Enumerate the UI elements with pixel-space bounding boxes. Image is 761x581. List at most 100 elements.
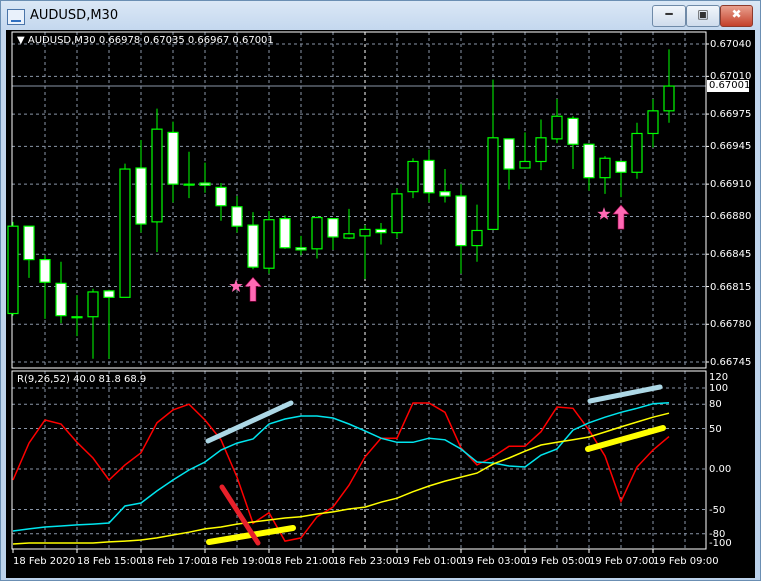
candle-body [535,137,547,163]
candle-body [327,218,339,238]
price-axis-label: 0.67040 [710,39,752,50]
close-button[interactable]: ✖ [720,5,753,27]
time-axis-label: 19 Feb 01:00 [397,556,463,567]
candle [423,149,435,203]
buy-arrow-icon [244,276,262,302]
candle [343,208,355,240]
price-axis-label: 0.66815 [710,281,752,293]
candle-body [231,206,243,227]
candle-body [71,316,83,319]
indicator-axis-label: 50 [709,423,722,435]
candle [247,212,259,270]
time-axis-label: 18 Feb 15:00 [77,556,143,567]
price-axis-label: 0.66845 [710,249,752,261]
time-axis-label: 19 Feb 07:00 [589,556,655,567]
candle-body [279,218,291,249]
current-price-tag: 0.67001 [707,80,751,93]
candle [503,138,515,190]
candle [327,218,339,250]
candle [71,295,83,337]
candle [183,151,195,199]
candle-body [183,183,195,186]
candle [7,221,19,316]
time-axis-label: 19 Feb 09:00 [653,556,719,567]
indicator-axis-label: -80 [709,528,726,540]
star-icon [597,207,611,220]
indicator-line-slow [12,412,670,545]
chart-area[interactable] [6,30,755,578]
candle-body [487,137,499,231]
price-axis-label: 0.66975 [710,109,752,121]
time-axis-label: 18 Feb 2020 [13,556,76,567]
candle-body [583,143,595,179]
candle-body [519,160,531,169]
indicator-label: R(9,26,52) 40.0 81.8 68.9 [17,374,147,385]
candle [295,235,307,256]
candle [583,143,595,191]
candle-body [87,291,99,318]
minimize-button[interactable]: ━ [652,5,686,27]
candle-body [647,110,659,135]
trendline-object [587,384,663,404]
buy-arrow-icon [612,204,630,230]
candle [311,216,323,259]
time-axis-label: 18 Feb 23:00 [333,556,399,567]
candle [663,49,675,123]
candle [631,122,643,179]
candle [23,225,35,278]
time-axis-label: 18 Feb 19:00 [205,556,271,567]
candle [263,211,275,274]
candle-body [135,167,147,225]
main-chart-frame [11,31,707,369]
time-axis-label: 19 Feb 03:00 [461,556,527,567]
time-axis-label: 18 Feb 21:00 [269,556,335,567]
candle [407,158,419,199]
candle-body [295,247,307,251]
indicator-axis-label: 80 [709,399,722,411]
candle-body [55,282,67,317]
indicator-axis-label: -50 [709,504,726,516]
candle-body [247,224,259,268]
maximize-button[interactable]: ▣ [686,5,720,27]
time-axis-label: 18 Feb 17:00 [141,556,207,567]
candle-body [119,168,131,298]
candle [167,121,179,203]
candle-body [439,191,451,197]
indicator-line-fast [12,402,670,542]
candle-body [567,117,579,145]
symbol-ohlc-readout: AUDUSD,M30 0.66978 0.67035 0.66967 0.670… [27,35,274,46]
candle [215,183,227,221]
candle [535,119,547,171]
price-axis-label: 0.67010 [710,71,752,83]
candle-body [23,225,35,261]
candle [151,108,163,253]
chart-window-icon [7,9,25,25]
time-axis-label: 19 Feb 05:00 [525,556,591,567]
candle-body [551,115,563,140]
candle [103,289,115,359]
candle-body [471,229,483,247]
close-icon: ✖ [731,7,742,21]
candle [615,160,627,198]
candle [279,215,291,249]
candle-body [407,160,419,193]
candle [119,163,131,298]
candle [359,225,371,280]
chart-menu-triangle-icon[interactable]: ▼ [17,35,25,46]
candle-body [663,85,675,112]
price-axis-label: 0.66745 [710,357,752,368]
minimize-icon: ━ [665,7,673,21]
candle-body [599,157,611,179]
candle [199,162,211,193]
candle [599,156,611,194]
candle-body [375,228,387,234]
candle [519,132,531,169]
candle [231,195,243,233]
candle-body [391,193,403,234]
star-icon [229,279,243,292]
candle-body [151,128,163,223]
candle-body [103,290,115,298]
candle [39,255,51,319]
title-bar[interactable]: AUDUSD,M30 ━ ▣ ✖ [1,1,760,31]
